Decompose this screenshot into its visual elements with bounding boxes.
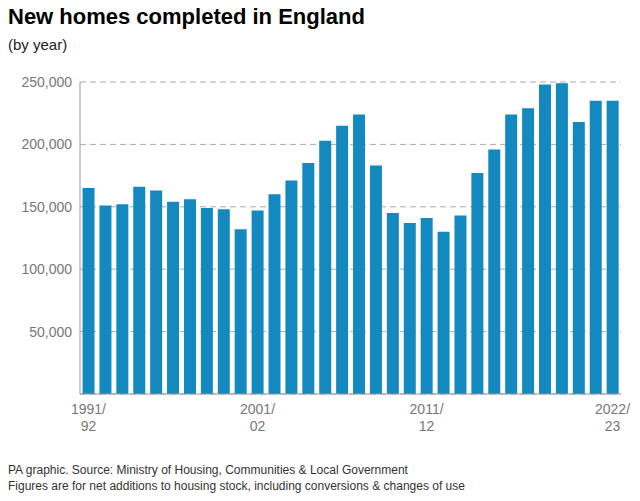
- svg-text:1991/92: 1991/92: [71, 401, 106, 434]
- svg-text:2022/23: 2022/23: [595, 401, 630, 434]
- svg-text:200,000: 200,000: [21, 136, 72, 152]
- html-text:New homes completed in England: New homes completed in England: [8, 4, 365, 29]
- html-text:(by year): (by year): [8, 36, 68, 53]
- svg-text:250,000: 250,000: [21, 74, 72, 90]
- html-text:Figures are for net additions: Figures are for net additions to housing…: [8, 479, 465, 493]
- svg-text:2011/12: 2011/12: [410, 401, 444, 434]
- svg-text:150,000: 150,000: [21, 199, 72, 215]
- svg-text:2001/02: 2001/02: [240, 401, 275, 434]
- html-text:PA graphic. Source: Ministry o: PA graphic. Source: Ministry of Housing,…: [8, 463, 408, 477]
- svg-text:50,000: 50,000: [29, 324, 72, 340]
- svg-text:100,000: 100,000: [21, 261, 72, 277]
